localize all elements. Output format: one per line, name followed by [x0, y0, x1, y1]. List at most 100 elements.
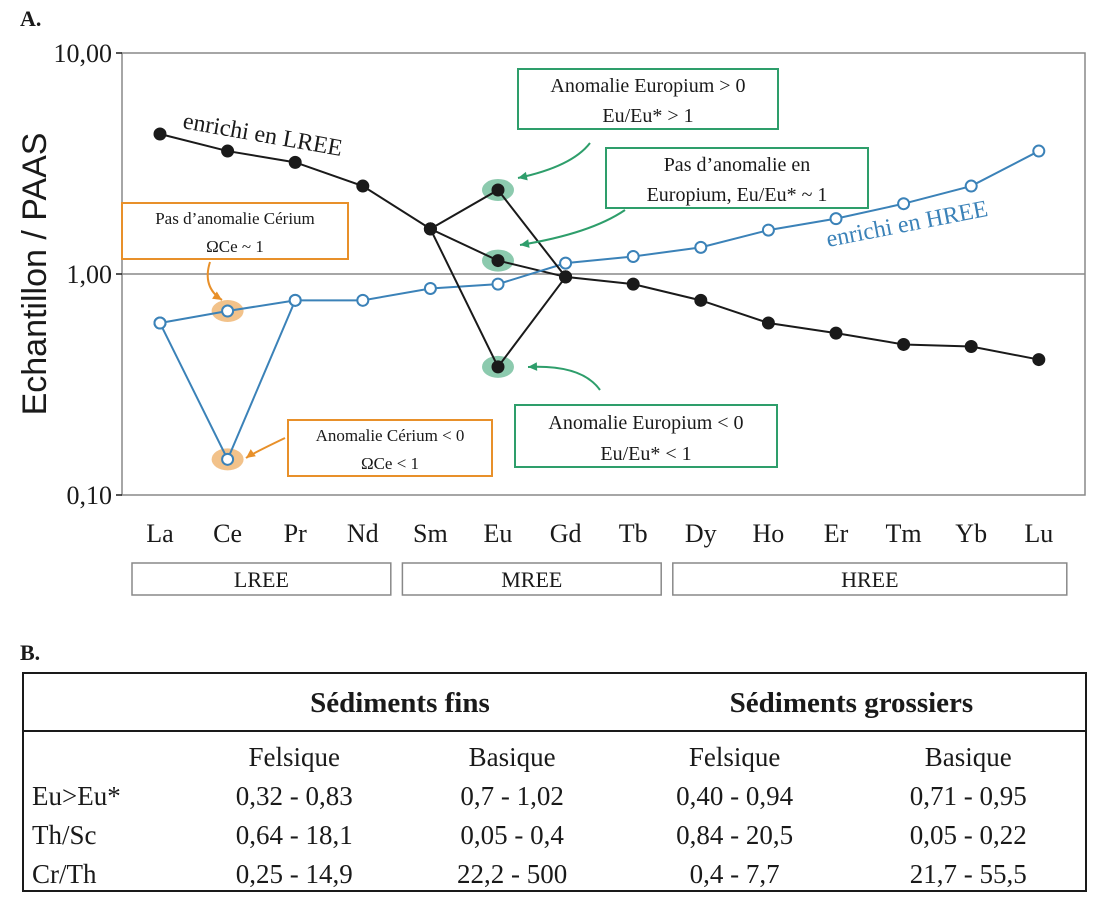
x-tick-label: Er — [824, 519, 849, 548]
data-point — [694, 240, 708, 254]
annotation-arrowhead — [520, 239, 530, 248]
x-tick-label: La — [146, 519, 174, 548]
table-cell: 0,32 - 0,83 — [235, 781, 353, 811]
annotation-box — [287, 419, 493, 477]
annotation-arrow — [517, 142, 591, 179]
annotation-arrowhead — [246, 449, 256, 458]
data-point — [153, 316, 167, 330]
y-tick-label: 1,00 — [67, 260, 113, 289]
data-point — [491, 360, 505, 374]
data-point — [1032, 144, 1046, 158]
subheader-corner — [24, 731, 182, 777]
subheader-cell: Felsique — [688, 742, 781, 772]
data-point — [897, 197, 911, 211]
data-point — [694, 293, 708, 307]
data-point — [491, 254, 505, 268]
data-point — [423, 222, 437, 236]
annotation-text: Eu/Eu* < 1 — [600, 443, 691, 465]
table-row: Cr/Th 0,25 - 14,9 22,2 - 500 0,4 - 7,7 2… — [24, 855, 1085, 894]
group-label: LREE — [234, 567, 289, 592]
data-point — [761, 316, 775, 330]
row-label: Eu>Eu* — [32, 781, 121, 811]
annotation-arrowhead — [518, 171, 528, 181]
x-tick-label: Yb — [955, 519, 987, 548]
data-point — [559, 270, 573, 284]
annotation-text: Anomalie Europium > 0 — [550, 75, 745, 97]
x-tick-label: Eu — [484, 519, 513, 548]
data-point — [221, 452, 235, 466]
annotation-text: Pas d’anomalie en — [664, 154, 811, 176]
annotation-box — [514, 404, 778, 468]
annotation-text: Anomalie Cérium < 0 — [316, 426, 465, 445]
annotation-text: Pas d’anomalie Cérium — [155, 209, 315, 228]
table-cell: 0,05 - 0,4 — [460, 820, 564, 850]
data-point — [491, 183, 505, 197]
annotation-box — [517, 68, 779, 130]
annotation-arrow — [519, 209, 626, 246]
table-cell: 22,2 - 500 — [457, 859, 568, 889]
table-corner — [24, 674, 182, 732]
annotation-text: ΩCe ~ 1 — [206, 237, 264, 256]
table-subheader-row: Felsique Basique Felsique Basique — [24, 731, 1085, 777]
data-point — [356, 293, 370, 307]
table-row: Th/Sc 0,64 - 18,1 0,05 - 0,4 0,84 - 20,5… — [24, 816, 1085, 855]
data-point — [829, 212, 843, 226]
annotation-box — [605, 147, 869, 209]
data-point — [964, 339, 978, 353]
data-point — [897, 337, 911, 351]
data-point — [153, 127, 167, 141]
annotation-arrowhead — [212, 291, 222, 300]
group-label: HREE — [841, 567, 898, 592]
data-point — [559, 256, 573, 270]
data-point — [829, 326, 843, 340]
annotation-text: Anomalie Europium < 0 — [548, 412, 743, 434]
data-point — [423, 281, 437, 295]
x-tick-label: Ce — [213, 519, 242, 548]
x-tick-label: Nd — [347, 519, 379, 548]
x-tick-label: Gd — [550, 519, 582, 548]
annotation-arrow — [206, 261, 223, 301]
ree-spider-chart: 0,10 1,00 10,00 Echantillon / PAAS La Ce Pr Nd S… — [16, 39, 1086, 596]
y-axis-label: Echantillon / PAAS — [16, 133, 54, 416]
group-box — [401, 562, 662, 596]
annotation-text: Europium, Eu/Eu* ~ 1 — [647, 184, 828, 206]
x-tick-label: Pr — [284, 519, 307, 548]
y-tick-label: 10,00 — [54, 39, 113, 68]
group-box — [672, 562, 1068, 596]
x-tick-label: Tm — [886, 519, 922, 548]
x-tick-label: Dy — [685, 519, 717, 548]
data-point — [761, 223, 775, 237]
group-header-fins: Sédiments fins — [182, 674, 618, 732]
series-line — [159, 299, 297, 462]
row-label: Cr/Th — [32, 859, 97, 889]
table-cell: 0,64 - 18,1 — [235, 820, 353, 850]
series-label-lree: enrichi en LREE — [181, 108, 344, 162]
annotation-arrowhead — [528, 362, 538, 371]
table-cell: 0,25 - 14,9 — [235, 859, 353, 889]
row-label: Th/Sc — [32, 820, 97, 850]
table-cell: 0,7 - 1,02 — [460, 781, 564, 811]
table-row: Eu>Eu* 0,32 - 0,83 0,7 - 1,02 0,40 - 0,9… — [24, 777, 1085, 816]
table-cell: 0,4 - 7,7 — [689, 859, 780, 889]
x-tick-label: Ho — [753, 519, 785, 548]
data-point — [626, 277, 640, 291]
series-line — [159, 133, 1039, 361]
group-label: MREE — [501, 567, 562, 592]
x-tick-label: Sm — [413, 519, 448, 548]
data-point — [964, 179, 978, 193]
panel-a-label: A. — [20, 6, 42, 31]
group-header-grossiers: Sédiments grossiers — [617, 674, 1085, 732]
table-cell: 0,84 - 20,5 — [676, 820, 794, 850]
data-point — [626, 250, 640, 264]
table-cell: 0,71 - 0,95 — [909, 781, 1027, 811]
data-point — [221, 144, 235, 158]
data-point — [221, 304, 235, 318]
discrimination-table: Sédiments fins Sédiments grossiers Felsi… — [22, 672, 1087, 892]
data-point — [288, 155, 302, 169]
series-line — [159, 150, 1040, 325]
table-cell: 21,7 - 55,5 — [909, 859, 1027, 889]
subheader-cell: Felsique — [248, 742, 340, 772]
annotation-box — [121, 202, 349, 260]
data-point — [356, 179, 370, 193]
subheader-cell: Basique — [468, 742, 556, 772]
